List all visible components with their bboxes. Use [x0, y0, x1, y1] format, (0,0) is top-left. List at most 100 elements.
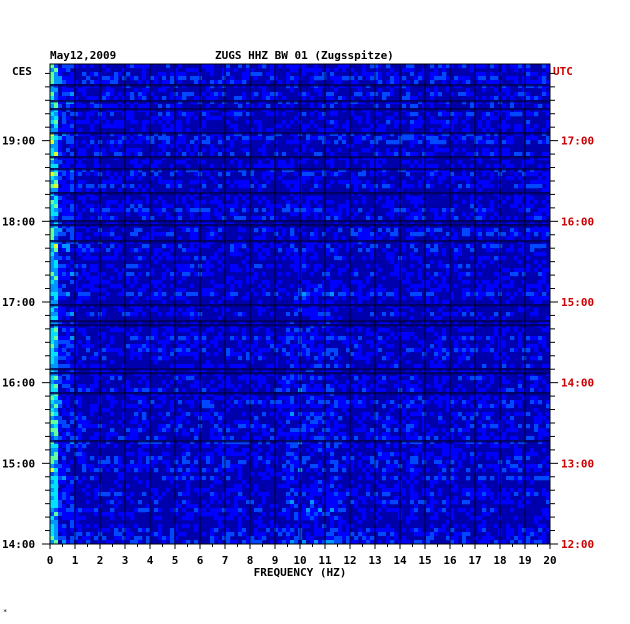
spectrogram-cell — [386, 136, 391, 141]
spectrogram-cell — [330, 136, 335, 141]
spectrogram-cell — [482, 128, 487, 133]
spectrogram-cell — [150, 96, 155, 101]
spectrogram-cell — [426, 204, 431, 209]
spectrogram-cell — [474, 148, 479, 153]
spectrogram-cell — [286, 64, 291, 69]
spectrogram-cell — [490, 172, 495, 177]
spectrogram-cell — [142, 68, 147, 73]
spectrogram-cell — [138, 72, 143, 77]
spectrogram-cell — [162, 88, 167, 93]
spectrogram-cell — [106, 272, 111, 277]
spectrogram-cell — [330, 200, 335, 205]
spectrogram-cell — [230, 136, 235, 141]
spectrogram-cell — [146, 212, 151, 217]
spectrogram-cell — [250, 164, 255, 169]
spectrogram-cell — [306, 164, 311, 169]
spectrogram-cell — [246, 292, 251, 297]
spectrogram-cell — [278, 124, 283, 129]
spectrogram-cell — [170, 180, 175, 185]
spectrogram-cell — [238, 284, 243, 289]
spectrogram-cell — [286, 296, 291, 301]
spectrogram-cell — [430, 176, 435, 181]
spectrogram-cell — [170, 116, 175, 121]
spectrogram-cell — [534, 268, 539, 273]
spectrogram-cell — [342, 104, 347, 109]
spectrogram-cell — [390, 68, 395, 73]
spectrogram-cell — [430, 276, 435, 281]
spectrogram-cell — [410, 96, 415, 101]
spectrogram-cell — [318, 204, 323, 209]
spectrogram-cell — [462, 232, 467, 237]
spectrogram-cell — [230, 124, 235, 129]
spectrogram-cell — [106, 264, 111, 269]
spectrogram-cell — [150, 176, 155, 181]
spectrogram-cell — [390, 300, 395, 305]
spectrogram-cell — [506, 136, 511, 141]
spectrogram-cell — [126, 236, 131, 241]
spectrogram-cell — [342, 248, 347, 253]
spectrogram-cell — [374, 288, 379, 293]
spectrogram-cell — [402, 208, 407, 213]
spectrogram-cell — [222, 148, 227, 153]
spectrogram-cell — [374, 176, 379, 181]
spectrogram-cell — [122, 112, 127, 117]
spectrogram-cell — [454, 184, 459, 189]
spectrogram-cell — [546, 188, 551, 193]
spectrogram-cell — [358, 288, 363, 293]
spectrogram-cell — [494, 164, 499, 169]
spectrogram-cell — [122, 296, 127, 301]
spectrogram-cell — [486, 268, 491, 273]
spectrogram-cell — [202, 144, 207, 149]
spectrogram-cell — [290, 196, 295, 201]
spectrogram-cell — [150, 280, 155, 285]
spectrogram-cell — [126, 152, 131, 157]
spectrogram-cell — [342, 124, 347, 129]
spectrogram-cell — [462, 148, 467, 153]
spectrogram-cell — [50, 92, 55, 97]
spectrogram-cell — [490, 284, 495, 289]
spectrogram-cell — [390, 248, 395, 253]
spectrogram-cell — [438, 176, 443, 181]
spectrogram-cell — [314, 88, 319, 93]
spectrogram-cell — [470, 256, 475, 261]
spectrogram-cell — [314, 136, 319, 141]
spectrogram-cell — [302, 196, 307, 201]
spectrogram-cell — [530, 68, 535, 73]
spectrogram-cell — [110, 256, 115, 261]
spectrogram-cell — [490, 244, 495, 249]
spectrogram-cell — [410, 128, 415, 133]
spectrogram-cell — [254, 72, 259, 77]
spectrogram-cell — [346, 248, 351, 253]
spectrogram-cell — [58, 244, 63, 249]
spectrogram-cell — [382, 64, 387, 69]
spectrogram-cell — [254, 196, 259, 201]
spectrogram-cell — [82, 64, 87, 69]
spectrogram-cell — [154, 164, 159, 169]
spectrogram-cell — [478, 260, 483, 265]
spectrogram-cell — [502, 248, 507, 253]
spectrogram-cell — [306, 248, 311, 253]
spectrogram-cell — [58, 136, 63, 141]
spectrogram-cell — [86, 116, 91, 121]
spectrogram-cell — [282, 96, 287, 101]
spectrogram-cell — [322, 128, 327, 133]
spectrogram-cell — [402, 152, 407, 157]
spectrogram-cell — [390, 176, 395, 181]
spectrogram-cell — [202, 216, 207, 221]
spectrogram-cell — [286, 272, 291, 277]
spectrogram-cell — [458, 248, 463, 253]
spectrogram-cell — [226, 120, 231, 125]
spectrogram-cell — [306, 244, 311, 249]
spectrogram-cell — [206, 292, 211, 297]
spectrogram-cell — [350, 252, 355, 257]
spectrogram-cell — [114, 116, 119, 121]
spectrogram-cell — [454, 284, 459, 289]
spectrogram-cell — [254, 236, 259, 241]
spectrogram-cell — [350, 176, 355, 181]
spectrogram-cell — [382, 296, 387, 301]
spectrogram-cell — [270, 228, 275, 233]
spectrogram-cell — [538, 176, 543, 181]
spectrogram-cell — [306, 140, 311, 145]
spectrogram-cell — [534, 232, 539, 237]
spectrogram-cell — [382, 228, 387, 233]
